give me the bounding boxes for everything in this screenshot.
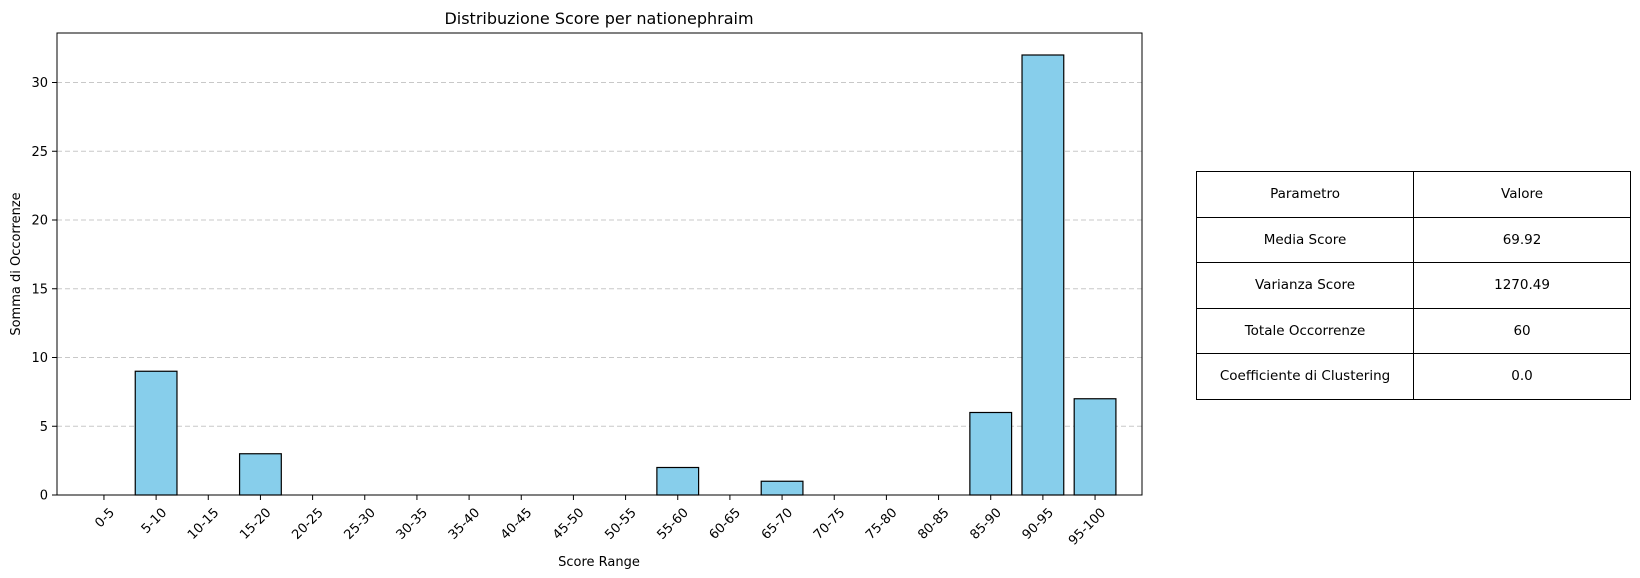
- table-cell-param: Varianza Score: [1195, 262, 1415, 309]
- bar-55-60: [656, 466, 700, 496]
- x-tick-label: 50-55: [602, 505, 639, 542]
- table-header-param: Parametro: [1195, 171, 1415, 218]
- x-tick-label: 85-90: [967, 505, 1004, 542]
- x-tick-label: 30-35: [394, 505, 431, 542]
- stats-table: Parametro Valore Media Score 69.92 Varia…: [1195, 171, 1631, 400]
- x-tick-label: 55-60: [654, 505, 691, 542]
- bars: [134, 54, 1117, 496]
- table-cell-value: 60: [1413, 307, 1631, 354]
- bar-65-70: [760, 480, 804, 496]
- x-tick-label: 80-85: [915, 505, 952, 542]
- x-tick-label: 15-20: [237, 505, 274, 542]
- grid-lines: [57, 82, 1142, 427]
- table-cell-value: 69.92: [1413, 216, 1631, 263]
- y-tick-label: 30: [31, 76, 48, 91]
- bar-85-90: [969, 411, 1013, 496]
- table-header-row: Parametro Valore: [1195, 171, 1631, 218]
- y-axis-label: Somma di Occorrenze: [9, 192, 24, 335]
- bar-15-20: [238, 453, 282, 496]
- table-row: Media Score 69.92: [1195, 216, 1631, 263]
- x-tick-label: 40-45: [498, 505, 535, 542]
- x-tick-label: 25-30: [341, 505, 378, 542]
- x-axis-label: Score Range: [558, 555, 640, 570]
- x-tick-label: 45-50: [550, 505, 587, 542]
- y-tick-label: 15: [31, 282, 48, 297]
- bar-95-100: [1073, 398, 1117, 496]
- plot-frame: [56, 32, 1143, 496]
- table-row: Totale Occorrenze 60: [1195, 307, 1631, 354]
- y-axis: 0 5 10 15 20 25 30: [31, 76, 57, 504]
- table-cell-value: 0.0: [1413, 353, 1631, 400]
- table-row: Coefficiente di Clustering 0.0: [1195, 353, 1631, 400]
- y-tick-label: 0: [40, 489, 48, 504]
- y-tick-label: 5: [40, 420, 48, 435]
- table-cell-value: 1270.49: [1413, 262, 1631, 309]
- x-tick-label: 60-65: [707, 505, 744, 542]
- y-tick-label: 20: [31, 214, 48, 229]
- table-row: Varianza Score 1270.49: [1195, 262, 1631, 309]
- x-tick-label: 95-100: [1066, 505, 1109, 548]
- table-cell-param: Media Score: [1195, 216, 1415, 263]
- x-tick-label: 75-80: [863, 505, 900, 542]
- x-tick-label: 0-5: [92, 505, 118, 531]
- x-tick-label: 90-95: [1020, 505, 1057, 542]
- x-tick-label: 70-75: [811, 505, 848, 542]
- y-tick-label: 25: [31, 145, 48, 160]
- bar-5-10: [134, 370, 178, 496]
- x-tick-label: 5-10: [139, 505, 170, 536]
- x-tick-label: 65-70: [759, 505, 796, 542]
- x-tick-label: 10-15: [185, 505, 222, 542]
- table-cell-param: Coefficiente di Clustering: [1195, 353, 1415, 400]
- x-tick-label: 20-25: [289, 505, 326, 542]
- y-tick-label: 10: [31, 351, 48, 366]
- x-tick-label: 35-40: [446, 505, 483, 542]
- x-axis: 0-5 5-10 10-15 15-20 20-25 25-30 30-35 35-40 40-…: [92, 495, 1109, 549]
- table-header-value: Valore: [1413, 171, 1631, 218]
- table-cell-param: Totale Occorrenze: [1195, 307, 1415, 354]
- chart-title: Distribuzione Score per nationephraim: [444, 9, 753, 28]
- bar-90-95: [1021, 54, 1065, 496]
